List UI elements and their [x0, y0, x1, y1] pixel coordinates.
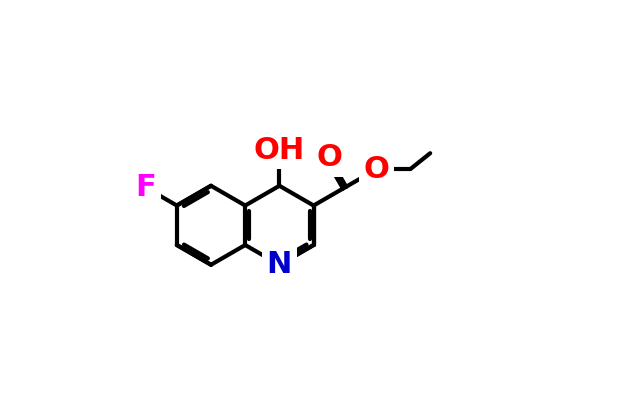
Text: O: O [364, 154, 390, 183]
Text: OH: OH [254, 136, 305, 165]
Text: O: O [317, 143, 342, 172]
Text: N: N [267, 250, 292, 279]
Text: F: F [136, 173, 157, 202]
